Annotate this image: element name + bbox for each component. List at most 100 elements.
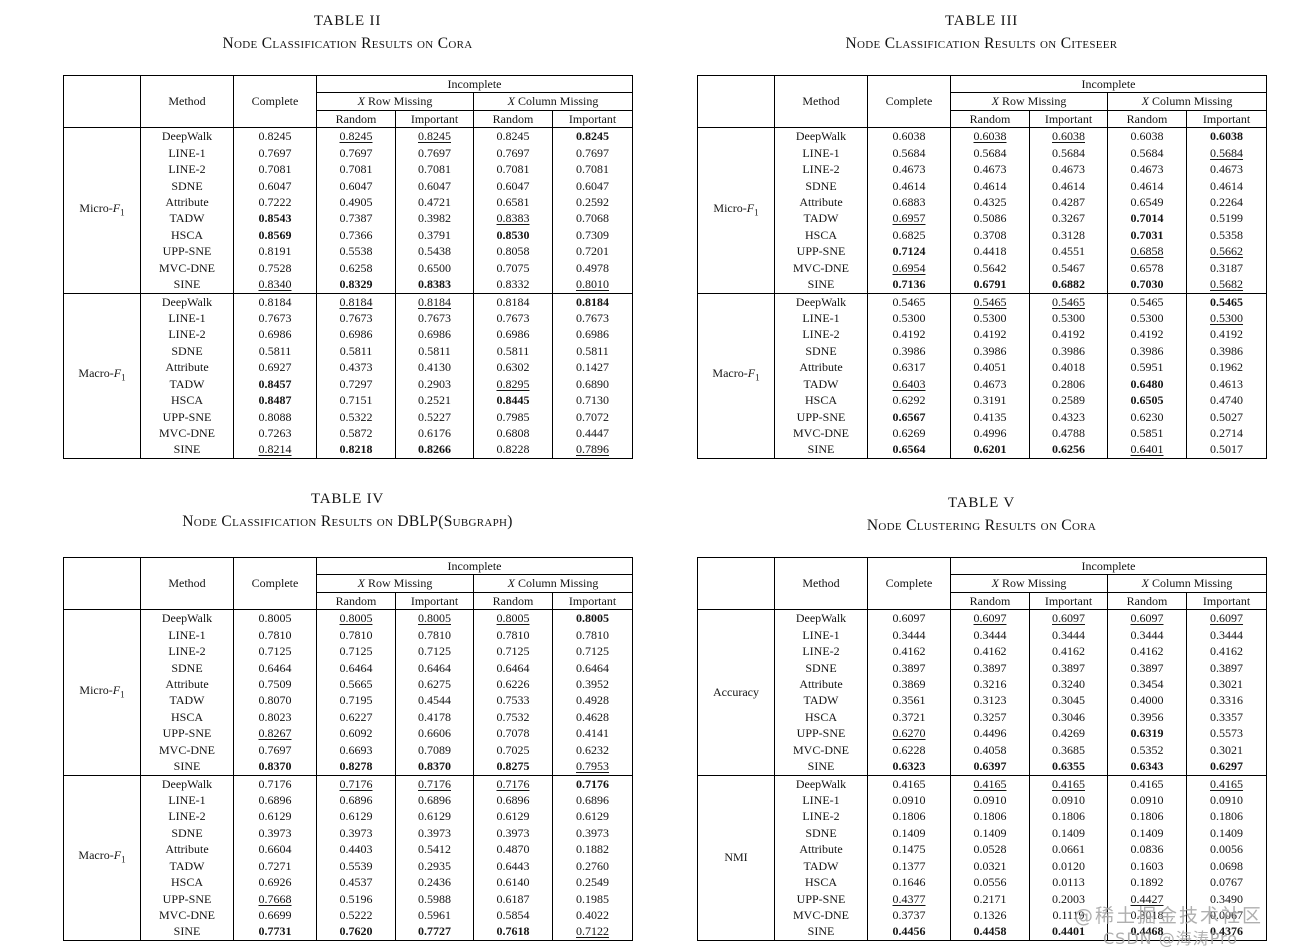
metric-value: 0.6228 xyxy=(892,742,926,757)
metric-value: 0.4740 xyxy=(1210,393,1244,408)
value-cell: 0.5465 xyxy=(1107,293,1187,310)
metric-value: 0.5322 xyxy=(339,409,373,424)
metric-value: 0.0910 xyxy=(1052,792,1085,807)
value-cell: 0.1409 xyxy=(1107,824,1187,842)
method-header: Method xyxy=(140,557,234,611)
value-cell: 0.0067 xyxy=(1185,907,1268,924)
value-cell: 0.3021 xyxy=(1185,675,1268,693)
value-cell: 0.7081 xyxy=(395,161,474,178)
metric-value: 0.1806 xyxy=(1210,809,1244,824)
value-cell: 0.3986 xyxy=(1185,342,1268,360)
value-cell: 0.4000 xyxy=(1107,692,1187,709)
metric-value: 0.1603 xyxy=(1130,858,1164,873)
value-cell: 0.0767 xyxy=(1185,874,1268,891)
metric-value: 0.3191 xyxy=(973,393,1007,408)
metric-value: 0.7176 xyxy=(576,776,610,791)
metric-value: 0.6097 xyxy=(1052,611,1085,626)
metric-value: 0.3490 xyxy=(1210,891,1244,906)
metric-value: 0.6097 xyxy=(973,611,1007,626)
incomplete-header: Incomplete xyxy=(315,75,634,94)
value-cell: 0.5988 xyxy=(395,890,474,907)
metric-value: 0.0910 xyxy=(892,792,926,807)
value-cell: 0.1409 xyxy=(950,824,1030,842)
method-cell: HSCA xyxy=(140,708,234,726)
value-cell: 0.6986 xyxy=(473,326,553,343)
metric-value: 0.0910 xyxy=(973,792,1007,807)
value-cell: 0.5352 xyxy=(1107,741,1187,759)
value-cell: 0.3869 xyxy=(867,675,951,693)
value-cell: 0.6297 xyxy=(1185,758,1268,776)
value-cell: 0.3128 xyxy=(1029,226,1108,244)
metric-value: 0.8070 xyxy=(258,693,292,708)
group-label-cell: Micro-F1 xyxy=(63,609,141,776)
metric-value: 0.8487 xyxy=(258,393,292,408)
value-cell: 0.6097 xyxy=(1107,609,1187,627)
metric-value: 0.3973 xyxy=(576,825,610,840)
value-cell: 0.6097 xyxy=(950,609,1030,627)
metric-value: 0.6986 xyxy=(576,327,610,342)
random-subheader: Random xyxy=(473,592,553,611)
value-cell: 0.6176 xyxy=(395,425,474,442)
value-cell: 0.5662 xyxy=(1185,243,1268,260)
metric-value: 0.5300 xyxy=(1210,310,1244,325)
value-cell: 0.3973 xyxy=(551,824,634,842)
value-cell: 0.3986 xyxy=(1107,342,1187,360)
metric-value: 0.3561 xyxy=(892,693,926,708)
value-cell: 0.8005 xyxy=(551,609,634,627)
metric-value: 0.8245 xyxy=(496,129,530,144)
value-cell: 0.3444 xyxy=(867,626,951,644)
method-cell: LINE-1 xyxy=(774,626,868,644)
metric-value: 0.7068 xyxy=(576,211,610,226)
metric-value: 0.4905 xyxy=(339,194,373,209)
method-cell: UPP-SNE xyxy=(774,890,868,907)
metric-value: 0.4192 xyxy=(973,327,1007,342)
metric-value: 0.6883 xyxy=(892,194,926,209)
metric-value: 0.5811 xyxy=(339,343,373,358)
row-missing-header: X Row Missing xyxy=(950,92,1108,111)
metric-value: 0.5854 xyxy=(496,908,530,923)
metric-value: 0.2264 xyxy=(1210,194,1244,209)
metric-value: 0.7953 xyxy=(576,759,610,774)
metric-value: 0.4551 xyxy=(1052,244,1085,259)
value-cell: 0.5438 xyxy=(395,243,474,260)
value-cell: 0.0120 xyxy=(1029,857,1108,875)
method-cell: TADW xyxy=(774,857,868,875)
metric-value: 0.4447 xyxy=(576,426,610,441)
method-cell: SDNE xyxy=(140,824,234,842)
metric-value: 0.8543 xyxy=(258,211,292,226)
value-cell: 0.5682 xyxy=(1185,276,1268,294)
value-cell: 0.0321 xyxy=(950,857,1030,875)
value-cell: 0.7031 xyxy=(1107,226,1187,244)
metric-value: 0.5684 xyxy=(1210,145,1244,160)
value-cell: 0.6038 xyxy=(867,127,951,145)
metric-value: 0.3240 xyxy=(1052,676,1085,691)
value-cell: 0.3973 xyxy=(395,824,474,842)
value-cell: 0.4614 xyxy=(950,177,1030,194)
metric-value: 0.7081 xyxy=(496,162,530,177)
metric-value: 0.7810 xyxy=(576,627,610,642)
metric-value: 0.4673 xyxy=(973,376,1007,391)
metric-value: 0.5300 xyxy=(973,310,1007,325)
metric-value: 0.3685 xyxy=(1052,742,1085,757)
value-cell: 0.6258 xyxy=(316,259,396,277)
metric-value: 0.6926 xyxy=(258,875,292,890)
value-cell: 0.7810 xyxy=(233,626,317,644)
value-cell: 0.3444 xyxy=(950,626,1030,644)
metric-value: 0.4162 xyxy=(1130,644,1164,659)
metric-value: 0.6986 xyxy=(339,327,373,342)
metric-value: 0.3454 xyxy=(1130,676,1164,691)
metric-value: 0.6549 xyxy=(1130,194,1164,209)
value-cell: 0.4613 xyxy=(1185,375,1268,393)
metric-value: 0.4614 xyxy=(1210,178,1244,193)
metric-value: 0.8005 xyxy=(339,611,373,626)
value-cell: 0.8191 xyxy=(233,243,317,260)
metric-value: 0.2592 xyxy=(576,194,610,209)
value-cell: 0.5017 xyxy=(1185,441,1268,459)
metric-value: 0.6187 xyxy=(496,891,530,906)
metric-value: 0.1475 xyxy=(892,842,926,857)
metric-value: 0.4051 xyxy=(973,360,1007,375)
method-cell: TADW xyxy=(140,692,234,709)
metric-value: 0.0321 xyxy=(973,858,1007,873)
metric-value: 0.4377 xyxy=(892,891,926,906)
metric-value: 0.2935 xyxy=(418,858,451,873)
